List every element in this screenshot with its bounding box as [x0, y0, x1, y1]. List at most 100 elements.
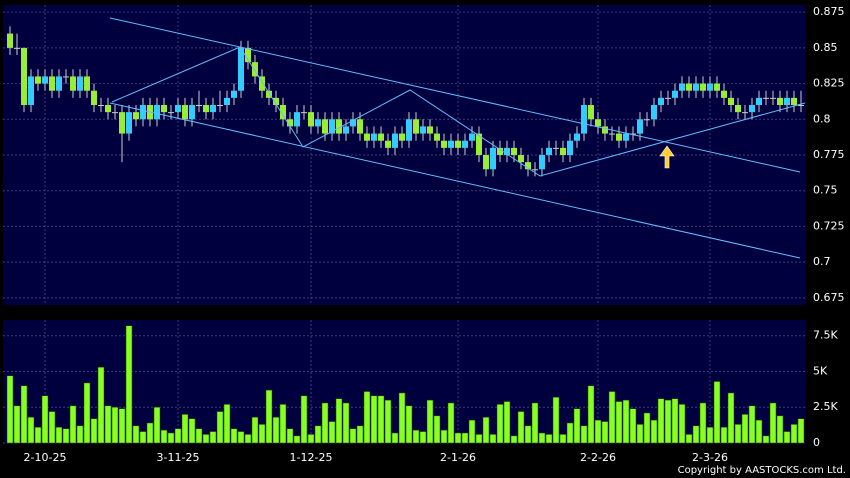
candle-body: [112, 112, 118, 114]
volume-bar: [335, 398, 343, 444]
candle-body: [371, 133, 377, 141]
volume-bar: [629, 408, 637, 444]
volume-bar: [265, 389, 273, 444]
volume-bar: [524, 425, 532, 444]
candle-body: [644, 119, 650, 121]
candle-body: [196, 105, 202, 106]
candle-body: [448, 140, 454, 148]
candle-body: [189, 105, 195, 120]
y-tick-label: 0.875: [813, 5, 845, 18]
volume-bar: [76, 425, 84, 444]
candle-body: [427, 126, 433, 134]
volume-bar: [370, 395, 378, 444]
volume-bar: [293, 435, 301, 444]
volume-bar: [713, 381, 721, 444]
volume-bar: [461, 432, 469, 444]
candle-body: [742, 112, 748, 114]
candle-body: [364, 133, 370, 141]
y-tick-label: 7.5K: [813, 329, 838, 342]
volume-bar: [20, 385, 28, 444]
volume-bar: [636, 424, 644, 444]
candle-body: [406, 119, 412, 141]
x-tick-label: 3-11-25: [157, 451, 200, 464]
volume-bar: [412, 429, 420, 444]
candle-body: [770, 97, 776, 99]
volume-bar: [6, 375, 14, 444]
y-tick-label: 0.85: [813, 41, 838, 54]
candle-body: [672, 90, 678, 98]
candle-body: [266, 90, 272, 98]
volume-bar: [622, 399, 630, 444]
candle-body: [693, 83, 699, 91]
volume-bar: [783, 431, 791, 444]
candle-body: [399, 133, 405, 141]
arrow: [659, 145, 675, 169]
volume-bar: [531, 402, 539, 444]
candle-body: [28, 76, 34, 105]
volume-bar: [727, 392, 735, 444]
volume-bar: [468, 419, 476, 444]
zigzag-line: [111, 46, 806, 177]
candle-body: [539, 155, 545, 170]
volume-bar: [482, 417, 490, 444]
volume-bar: [279, 404, 287, 444]
candle-body: [490, 147, 496, 170]
candle-body: [595, 119, 601, 127]
candle-body: [343, 126, 349, 134]
y-tick-label: 0.675: [813, 291, 845, 304]
volume-bar: [97, 366, 105, 444]
volume-bar: [328, 421, 336, 444]
candle-body: [7, 33, 13, 48]
volume-bar: [447, 402, 455, 444]
candle-body: [350, 119, 356, 127]
candle-body: [532, 169, 538, 171]
candle-body: [609, 133, 615, 135]
volume-bar: [118, 408, 126, 444]
candle-body: [21, 47, 27, 105]
volume-bar: [69, 405, 77, 444]
volume-bar: [55, 427, 63, 444]
trend-line: [109, 102, 801, 259]
candle-body: [546, 147, 552, 155]
candle-body: [224, 97, 230, 105]
volume-bar: [167, 432, 175, 444]
candle-body: [105, 105, 111, 113]
candle-body: [273, 97, 279, 105]
volume-bar: [664, 399, 672, 444]
candle-body: [77, 76, 83, 91]
candle-body: [476, 133, 482, 155]
candle-body: [623, 133, 629, 141]
volume-bar: [181, 414, 189, 444]
candle-body: [735, 105, 741, 113]
candle-body: [721, 90, 727, 98]
volume-bar: [615, 401, 623, 444]
candle-body: [658, 97, 664, 105]
volume-bar: [195, 428, 203, 444]
candle-body: [511, 147, 517, 155]
candle-body: [469, 133, 475, 141]
y-tick-label: 0: [813, 436, 820, 449]
candle-body: [553, 147, 559, 149]
volume-bar: [244, 434, 252, 444]
candle-body: [252, 62, 258, 77]
volume-bar: [685, 434, 693, 444]
candle-body: [462, 140, 468, 148]
volume-bar: [146, 422, 154, 444]
volume-bar: [377, 395, 385, 444]
candle-body: [70, 76, 76, 91]
candle-body: [588, 105, 594, 120]
candle-body: [119, 112, 125, 134]
candle-body: [154, 105, 160, 120]
volume-bar: [363, 391, 371, 444]
volume-bar: [41, 395, 49, 444]
candle-body: [84, 76, 90, 91]
volume-bar: [440, 429, 448, 444]
volume-bar: [587, 385, 595, 444]
volume-bar: [755, 419, 763, 444]
volume-bar: [314, 425, 322, 444]
y-tick-label: 5K: [813, 364, 828, 377]
candle-body: [630, 133, 636, 135]
candle-body: [329, 119, 335, 134]
candle-body: [756, 97, 762, 105]
candle-body: [238, 47, 244, 91]
